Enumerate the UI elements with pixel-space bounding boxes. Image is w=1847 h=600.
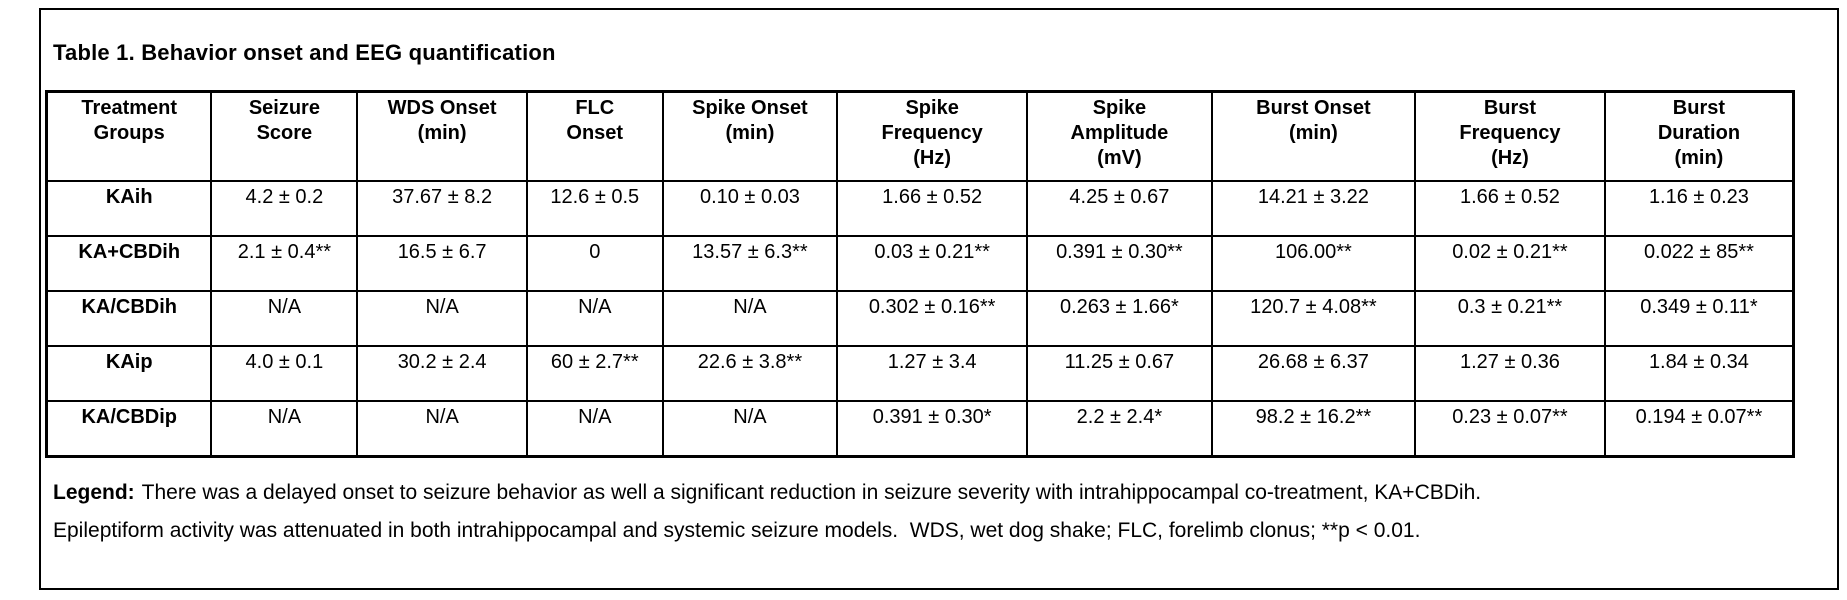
data-cell: 0.02 ± 0.21** [1414, 235, 1606, 292]
column-header: Seizure Score [210, 90, 359, 182]
data-cell: 30.2 ± 2.4 [356, 345, 528, 402]
data-cell: 2.1 ± 0.4** [210, 235, 359, 292]
column-header: FLC Onset [525, 90, 664, 182]
data-cell: 22.6 ± 3.8** [661, 345, 839, 402]
column-header: Burst Frequency (Hz) [1414, 90, 1606, 182]
data-cell: 26.68 ± 6.37 [1210, 345, 1417, 402]
row-label-cell: KAih [45, 180, 213, 237]
content-frame: Table 1. Behavior onset and EEG quantifi… [39, 8, 1839, 590]
row-label-cell: KAip [45, 345, 213, 402]
data-cell: 4.0 ± 0.1 [210, 345, 359, 402]
column-header: Burst Duration (min) [1603, 90, 1795, 182]
data-cell: 120.7 ± 4.08** [1210, 290, 1417, 347]
header-row: Treatment Groups Seizure Score WDS Onset (… [45, 90, 1795, 182]
data-cell: 0.349 ± 0.11* [1603, 290, 1795, 347]
data-cell: 1.27 ± 0.36 [1414, 345, 1606, 402]
data-cell: 0.391 ± 0.30* [836, 400, 1029, 458]
data-cell: 4.2 ± 0.2 [210, 180, 359, 237]
data-cell: N/A [356, 400, 528, 458]
data-cell: N/A [356, 290, 528, 347]
column-header: Spike Amplitude (mV) [1026, 90, 1213, 182]
table-row: KAip 4.0 ± 0.1 30.2 ± 2.4 60 ± 2.7** 22.6 ± … [45, 345, 1795, 402]
data-cell: 1.66 ± 0.52 [836, 180, 1029, 237]
data-cell: 0 [525, 235, 664, 292]
data-cell: 0.263 ± 1.66* [1026, 290, 1213, 347]
data-cell: 0.302 ± 0.16** [836, 290, 1029, 347]
table-row: KA/CBDip N/A N/A N/A N/A 0.391 ± 0.30* 2.2 ± 2… [45, 400, 1795, 458]
row-label-cell: KA/CBDip [45, 400, 213, 458]
table-row: KA+CBDih 2.1 ± 0.4** 16.5 ± 6.7 0 13.57 ± 6.… [45, 235, 1795, 292]
data-cell: 1.66 ± 0.52 [1414, 180, 1606, 237]
data-cell: 1.84 ± 0.34 [1603, 345, 1795, 402]
data-cell: 98.2 ± 16.2** [1210, 400, 1417, 458]
row-label-cell: KA+CBDih [45, 235, 213, 292]
data-cell: N/A [661, 400, 839, 458]
data-cell: N/A [210, 290, 359, 347]
data-cell: 11.25 ± 0.67 [1026, 345, 1213, 402]
data-cell: 0.022 ± 85** [1603, 235, 1795, 292]
data-cell: N/A [525, 400, 664, 458]
behavior-eeg-table: Treatment Groups Seizure Score WDS Onset (… [45, 90, 1795, 458]
data-cell: 0.194 ± 0.07** [1603, 400, 1795, 458]
data-cell: 14.21 ± 3.22 [1210, 180, 1417, 237]
data-cell: 2.2 ± 2.4* [1026, 400, 1213, 458]
table-row: KAih 4.2 ± 0.2 37.67 ± 8.2 12.6 ± 0.5 0.10 ±… [45, 180, 1795, 237]
data-cell: 1.27 ± 3.4 [836, 345, 1029, 402]
data-cell: 0.391 ± 0.30** [1026, 235, 1213, 292]
legend-text-2: Epileptiform activity was attenuated in … [53, 519, 1421, 542]
data-cell: 60 ± 2.7** [525, 345, 664, 402]
data-cell: 12.6 ± 0.5 [525, 180, 664, 237]
legend-line-2: Epileptiform activity was attenuated in … [53, 512, 1813, 550]
table-body: KAih 4.2 ± 0.2 37.67 ± 8.2 12.6 ± 0.5 0.10 ±… [45, 180, 1795, 458]
row-label-cell: KA/CBDih [45, 290, 213, 347]
column-header: Spike Frequency (Hz) [836, 90, 1029, 182]
column-header: Treatment Groups [45, 90, 213, 182]
table-title: Table 1. Behavior onset and EEG quantifi… [53, 40, 556, 65]
legend: Legend: There was a delayed onset to seiz… [53, 474, 1813, 550]
data-cell: 0.23 ± 0.07** [1414, 400, 1606, 458]
data-cell: N/A [661, 290, 839, 347]
table-row: KA/CBDih N/A N/A N/A N/A 0.302 ± 0.16** 0.263 … [45, 290, 1795, 347]
data-cell: 13.57 ± 6.3** [661, 235, 839, 292]
data-cell: 106.00** [1210, 235, 1417, 292]
column-header: Burst Onset (min) [1210, 90, 1417, 182]
legend-text-1: There was a delayed onset to seizure beh… [141, 481, 1482, 504]
data-cell: 37.67 ± 8.2 [356, 180, 528, 237]
table-header: Treatment Groups Seizure Score WDS Onset (… [45, 90, 1795, 182]
data-cell: 1.16 ± 0.23 [1603, 180, 1795, 237]
data-cell: N/A [210, 400, 359, 458]
legend-label: Legend: [53, 481, 135, 504]
data-cell: 0.03 ± 0.21** [836, 235, 1029, 292]
data-cell: 16.5 ± 6.7 [356, 235, 528, 292]
data-cell: N/A [525, 290, 664, 347]
data-cell: 4.25 ± 0.67 [1026, 180, 1213, 237]
data-cell: 0.10 ± 0.03 [661, 180, 839, 237]
data-cell: 0.3 ± 0.21** [1414, 290, 1606, 347]
column-header: Spike Onset (min) [661, 90, 839, 182]
legend-line-1: Legend: There was a delayed onset to seiz… [53, 474, 1813, 512]
column-header: WDS Onset (min) [356, 90, 528, 182]
